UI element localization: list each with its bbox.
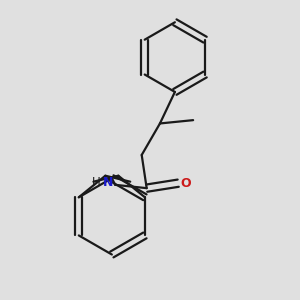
Text: O: O bbox=[181, 177, 191, 190]
Text: H: H bbox=[92, 176, 100, 189]
Text: N: N bbox=[103, 176, 114, 189]
